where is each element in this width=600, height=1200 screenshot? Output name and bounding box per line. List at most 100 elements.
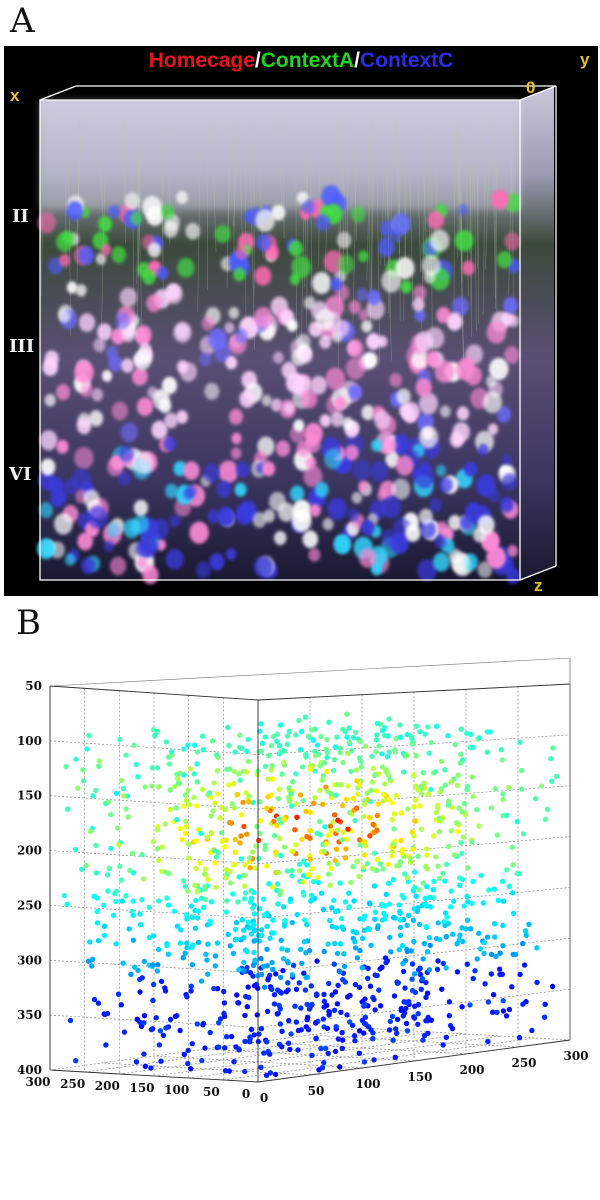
scatter-point: [137, 911, 143, 917]
scatter-point: [352, 817, 358, 824]
scatter-point: [101, 1011, 107, 1017]
scatter-point: [185, 841, 191, 847]
neuron-soma: [120, 422, 138, 443]
scatter-point: [373, 788, 380, 794]
scatter-point: [340, 829, 347, 835]
scatter-point: [163, 739, 169, 745]
scatter-point: [237, 840, 243, 846]
dendrite-fiber: [300, 144, 306, 355]
scatter-point: [362, 797, 368, 804]
scatter-point: [293, 842, 299, 848]
plot-grid: [49, 683, 571, 1083]
scatter-point: [423, 846, 430, 852]
neuron-soma: [370, 562, 383, 576]
scatter-point: [183, 797, 189, 804]
scatter-point: [202, 883, 208, 890]
scatter-point: [150, 933, 157, 939]
scatter-point: [460, 834, 466, 840]
scatter-point: [374, 812, 381, 819]
neuron-soma: [348, 300, 361, 315]
scatter-point: [294, 911, 300, 918]
scatter-point: [261, 963, 267, 969]
scatter-point: [399, 942, 406, 949]
scatter-point: [386, 1027, 393, 1033]
scatter-point: [485, 1038, 491, 1045]
scatter-point: [332, 744, 339, 750]
scatter-point: [428, 786, 434, 793]
neuron-soma: [173, 321, 192, 343]
neuron-soma: [91, 388, 104, 402]
scatter-point: [415, 853, 421, 859]
scatter-point: [409, 846, 416, 852]
scatter-point: [193, 838, 199, 844]
scatter-point: [315, 874, 321, 880]
scatter-point: [500, 791, 506, 797]
scatter-point: [113, 941, 119, 947]
labeled-neurons: [36, 185, 522, 585]
neuron-soma: [58, 253, 71, 267]
panel-b-3d-scatter: 50 100 150 200 250 300 350 400 0 50 100 150 200 250 30…: [0, 650, 600, 1200]
scatter-point: [451, 898, 457, 904]
scatter-point: [105, 888, 111, 894]
scatter-point: [139, 852, 145, 858]
neuron-soma: [151, 420, 168, 440]
scatter-point: [118, 877, 125, 883]
scatter-point: [446, 999, 453, 1005]
scatter-point: [307, 828, 313, 834]
scatter-point: [135, 967, 141, 974]
scatter-point: [164, 942, 170, 949]
scatter-point: [184, 994, 190, 1000]
scatter-point: [374, 856, 381, 863]
scatter-point: [307, 856, 313, 862]
scatter-point: [133, 761, 139, 768]
neuron-soma: [418, 392, 439, 415]
scatter-point: [252, 927, 258, 933]
neuron-soma: [164, 412, 178, 429]
neuron-soma: [63, 479, 78, 495]
scatter-point: [398, 810, 405, 816]
scatter-point: [412, 797, 419, 803]
scatter-point: [393, 735, 399, 742]
neuron-soma: [373, 410, 391, 430]
scatter-point: [518, 767, 525, 774]
scatter-point: [386, 901, 392, 907]
scatter-point: [417, 803, 423, 809]
scatter-point: [420, 956, 426, 962]
scatter-point: [376, 987, 382, 993]
scatter-point: [194, 803, 200, 809]
scatter-point: [205, 941, 211, 947]
scatter-point: [428, 739, 434, 746]
scatter-point: [184, 916, 190, 922]
scatter-point: [391, 993, 398, 999]
scatter-point: [282, 917, 288, 924]
scatter-point: [225, 931, 231, 938]
neuron-soma: [348, 384, 363, 401]
scatter-point: [345, 826, 351, 832]
scatter-point: [361, 1030, 367, 1036]
scatter-point: [191, 742, 198, 748]
neuron-soma: [75, 284, 87, 297]
scatter-point: [358, 764, 365, 770]
scatter-point: [274, 1011, 280, 1017]
scatter-point: [253, 843, 259, 849]
scatter-point: [231, 780, 237, 787]
scatter-point: [165, 951, 172, 957]
scatter-point: [356, 1050, 362, 1056]
scatter-point: [332, 940, 338, 947]
scatter-point: [484, 749, 491, 755]
scatter-point: [424, 949, 431, 955]
neuron-soma: [252, 512, 267, 528]
scatter-point: [519, 786, 525, 792]
neuron-soma: [448, 514, 462, 531]
scatter-point: [319, 1065, 326, 1071]
dendrite-fiber: [277, 117, 283, 222]
scatter-point: [139, 897, 145, 903]
scatter-point: [250, 973, 256, 979]
scatter-point: [320, 801, 326, 807]
scatter-point: [435, 920, 441, 926]
scatter-point: [286, 785, 292, 791]
scatter-point: [128, 971, 134, 978]
scatter-point: [244, 948, 250, 955]
z-tick-label: 100: [17, 734, 42, 748]
scatter-point: [154, 765, 161, 771]
